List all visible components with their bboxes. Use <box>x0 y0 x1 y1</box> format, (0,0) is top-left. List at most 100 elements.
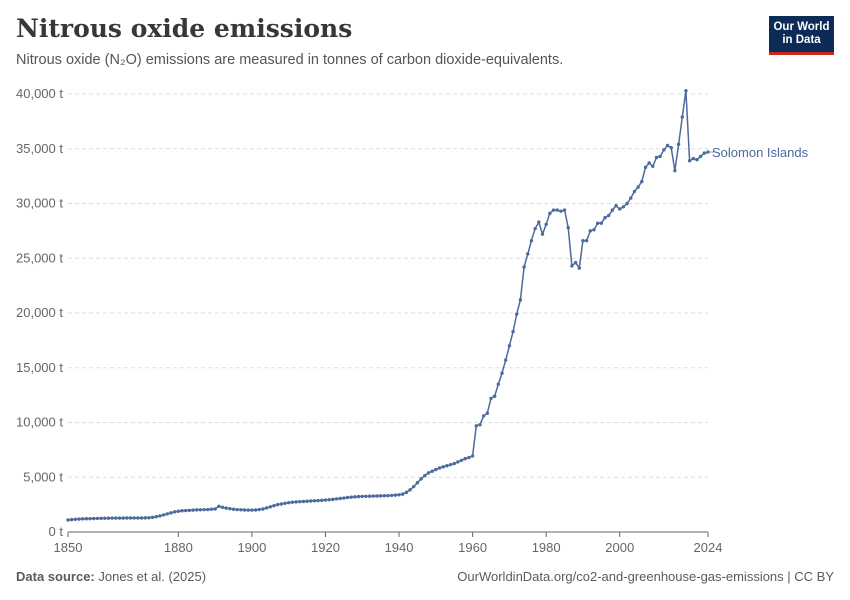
x-tick-label: 1900 <box>237 540 266 555</box>
data-point <box>125 516 129 520</box>
data-point <box>463 456 467 461</box>
data-point <box>459 458 464 462</box>
data-point <box>404 490 409 495</box>
data-point <box>540 232 545 236</box>
x-tick-label: 1960 <box>458 540 487 555</box>
data-point <box>665 143 670 148</box>
data-point <box>434 467 438 472</box>
data-point <box>610 208 615 212</box>
data-point <box>691 156 695 161</box>
data-point <box>84 517 89 521</box>
data-point <box>448 462 453 467</box>
data-point <box>81 517 85 521</box>
data-point <box>228 506 232 511</box>
data-point <box>165 512 170 516</box>
data-point <box>121 516 125 520</box>
data-point <box>95 516 100 521</box>
data-point <box>555 208 559 212</box>
data-point <box>419 477 423 481</box>
data-point <box>500 371 504 375</box>
data-point <box>161 513 166 517</box>
data-point <box>220 505 225 510</box>
y-tick-label: 20,000 t <box>16 305 63 320</box>
data-point <box>562 208 567 212</box>
data-point <box>669 145 673 150</box>
data-point <box>702 151 707 155</box>
data-point <box>331 497 335 502</box>
data-point <box>511 329 515 334</box>
data-point <box>128 516 133 520</box>
data-point <box>606 213 611 218</box>
data-source-label: Data source: <box>16 569 95 584</box>
data-point <box>599 221 604 225</box>
grid-lines <box>68 93 708 478</box>
data-point <box>338 496 342 501</box>
y-tick-label: 25,000 t <box>16 250 63 265</box>
data-point <box>231 507 236 511</box>
data-point <box>467 455 471 460</box>
data-point <box>268 505 272 509</box>
data-point <box>588 229 592 233</box>
data-point <box>253 508 258 512</box>
data-point <box>235 507 239 512</box>
chart-subtitle: Nitrous oxide (N₂O) emissions are measur… <box>16 52 564 68</box>
data-point <box>559 209 563 213</box>
data-point <box>573 260 578 265</box>
data-point <box>470 454 475 458</box>
series-group: Solomon Islands <box>66 89 809 522</box>
data-point <box>213 507 217 511</box>
y-tick-label: 5,000 t <box>23 469 63 484</box>
data-point <box>695 158 699 162</box>
data-point <box>195 508 199 512</box>
data-point <box>651 164 655 168</box>
data-point <box>537 220 541 224</box>
y-tick-label: 30,000 t <box>16 196 63 211</box>
data-point <box>154 514 158 519</box>
footer-url[interactable]: OurWorldinData.org/co2-and-greenhouse-ga… <box>457 569 834 584</box>
data-point <box>349 495 353 499</box>
data-point <box>202 507 206 512</box>
data-point <box>342 496 346 500</box>
data-point <box>680 115 684 119</box>
data-point <box>77 517 81 521</box>
data-point <box>191 508 195 512</box>
data-point <box>647 161 651 165</box>
data-point <box>474 424 478 428</box>
data-point <box>382 494 387 498</box>
x-tick-label: 2024 <box>694 540 723 555</box>
data-point <box>456 460 460 464</box>
data-point <box>198 508 203 512</box>
data-point <box>581 239 585 243</box>
data-point <box>445 464 449 468</box>
data-point <box>327 497 331 502</box>
logo-line-2: in Data <box>782 34 821 46</box>
data-point <box>224 506 228 510</box>
data-point <box>367 494 372 498</box>
data-point <box>353 495 357 499</box>
data-point <box>636 185 640 189</box>
data-point <box>143 516 147 520</box>
data-point <box>272 504 276 508</box>
data-point <box>533 226 537 231</box>
data-point <box>584 239 589 243</box>
x-tick-label: 1880 <box>164 540 193 555</box>
data-point <box>673 168 677 173</box>
data-point <box>106 516 111 520</box>
data-point <box>595 221 600 225</box>
data-source-value[interactable]: Jones et al. (2025) <box>98 569 207 584</box>
data-point <box>526 252 530 256</box>
x-tick-label: 2000 <box>605 540 634 555</box>
data-point <box>625 201 629 206</box>
data-point <box>481 414 486 418</box>
owid-logo[interactable]: Our World in Data <box>769 16 834 55</box>
data-point <box>698 154 703 159</box>
data-point <box>397 493 401 497</box>
data-point <box>250 508 254 512</box>
data-point <box>184 508 188 513</box>
data-point <box>401 492 405 496</box>
data-point <box>393 493 398 497</box>
series-label: Solomon Islands <box>712 145 809 160</box>
data-point <box>386 493 390 498</box>
data-point <box>544 222 548 227</box>
data-point <box>73 517 78 521</box>
